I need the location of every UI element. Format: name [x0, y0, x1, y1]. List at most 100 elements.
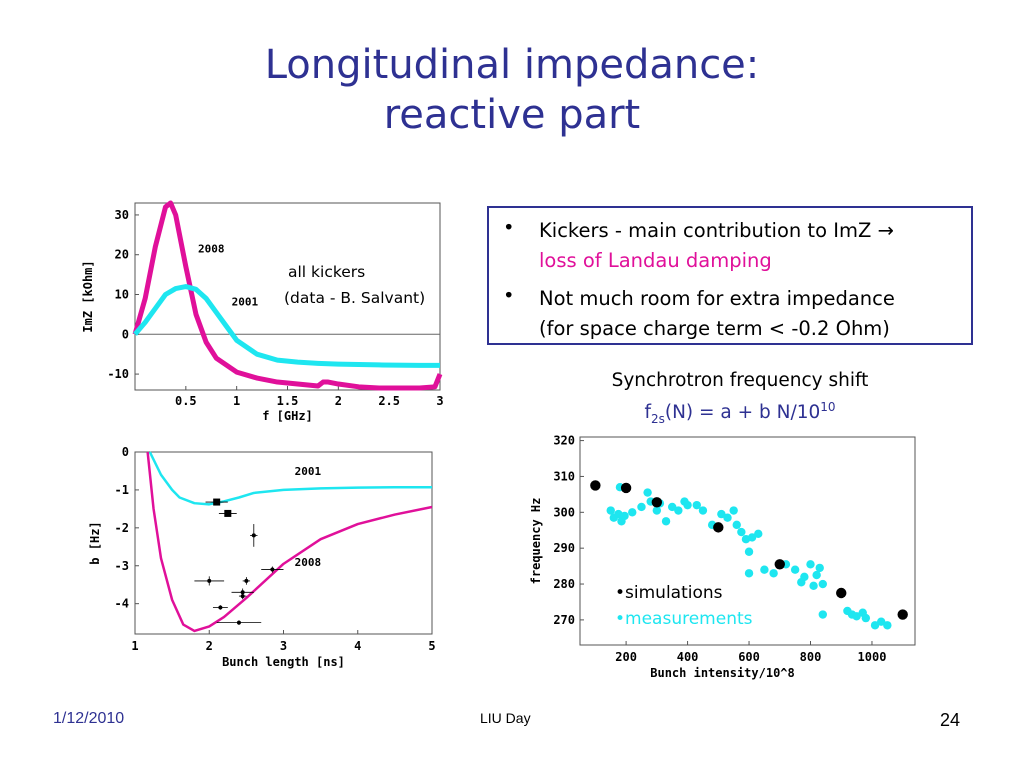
chart1-xlabel: f [GHz] — [262, 409, 313, 423]
bullet-1-line-a: Kickers - main contribution to ImZ → — [539, 219, 894, 242]
chart1-xtick-label: 3 — [436, 394, 443, 408]
formula-sup: 10 — [820, 400, 836, 414]
chart1-annotation-line1: all kickers — [288, 263, 366, 281]
bullet-box: • Kickers - main contribution to ImZ → l… — [487, 206, 973, 345]
chart2-point-marker — [240, 594, 245, 599]
synch-line-1: Synchrotron frequency shift — [611, 370, 869, 391]
chart2-measurement-point — [194, 576, 225, 586]
chart1-ytick-label: -10 — [107, 367, 129, 381]
chart3-measurement-point — [815, 563, 824, 573]
chart3-measurement-point — [661, 517, 671, 526]
chart3-measurement-point — [760, 565, 769, 574]
chart3-simulation-point — [651, 497, 663, 508]
chart3-simulation-point — [590, 480, 601, 491]
chart3-measurement-point — [870, 621, 880, 630]
chart3-simulation-point — [620, 482, 632, 494]
chart2-measurement-point — [218, 509, 237, 517]
bullet-2-line-a: Not much room for extra impedance — [539, 287, 895, 310]
chart3-measurement-point — [790, 565, 800, 574]
synch-formula: f2s(N) = a + b N/1010 — [540, 394, 940, 432]
chart3-xtick-label: 1000 — [858, 650, 887, 664]
footer-page-number: 24 — [940, 710, 961, 730]
chart1-annotation-line2: (data - B. Salvant) — [284, 289, 426, 307]
chart2-series-label-2001: 2001 — [295, 465, 322, 478]
chart3-frame — [579, 436, 916, 646]
chart3-measurement-point — [683, 500, 692, 510]
chart2-measurement-point — [242, 577, 251, 585]
chart3-xtick-label: 400 — [677, 650, 699, 664]
chart3-ytick-label: 280 — [553, 577, 575, 591]
chart3-measurement-point — [852, 612, 861, 621]
chart1-ytick-label: 20 — [115, 248, 129, 262]
chart2-point-marker — [224, 509, 232, 517]
chart2-series-2001 — [148, 451, 432, 506]
chart1-ytick-label: 0 — [122, 327, 129, 341]
chart2-point-marker — [236, 620, 241, 625]
title-line-1: Longitudinal impedance: — [264, 42, 760, 88]
chart3-measurement-point — [809, 581, 818, 591]
chart2-xtick-label: 3 — [280, 639, 287, 653]
chart3-ytick-label: 300 — [553, 505, 575, 519]
chart3-xtick-label: 200 — [615, 650, 637, 664]
chart3-xlabel: Bunch intensity/10^8 — [650, 666, 795, 680]
chart1-ylabel: ImZ [kOhm] — [81, 260, 95, 332]
chart3-xtick-label: 600 — [738, 650, 760, 664]
chart2-xtick-label: 2 — [206, 639, 213, 653]
chart2-measurement-point — [205, 498, 228, 506]
chart3-measurement-point — [732, 520, 741, 530]
footer-center: LIU Day — [480, 710, 531, 726]
chart3-ytick-label: 270 — [553, 613, 575, 627]
chart2-frame — [134, 451, 433, 635]
chart3-measurement-point — [698, 506, 708, 515]
chart3-measurement-point — [692, 500, 701, 510]
chart3-measurement-point — [818, 579, 827, 589]
chart1-ytick-label: 10 — [115, 288, 129, 302]
chart1-xtick-label: 1 — [233, 394, 240, 408]
chart3-simulation-point — [836, 587, 847, 599]
chart3-measurement-point — [674, 506, 683, 515]
formula-sub: 2s — [650, 411, 665, 426]
chart2-xlabel: Bunch length [ns] — [222, 655, 345, 669]
title-line-2: reactive part — [383, 92, 641, 138]
chart3-ylabel: frequency Hz — [529, 498, 543, 585]
chart3-measurement-point — [818, 610, 827, 619]
chart3-measurement-point — [729, 506, 738, 515]
chart3-measurement-point — [769, 569, 778, 578]
chart2-ytick-label: -4 — [115, 597, 129, 611]
impedance-chart: 0.5 1 1.5 2 2.5 3 30 20 10 0 -10 f [GHz] ImZ [kOhm] 2… — [81, 200, 444, 423]
chart2-xtick-label: 1 — [131, 639, 138, 653]
formula-body: (N) = a + b N/10 — [664, 402, 821, 424]
chart2-ytick-label: 0 — [122, 445, 129, 459]
chart2-measurement-point — [261, 566, 284, 573]
chart3-measurement-point — [800, 572, 809, 582]
chart3-measurement-point — [744, 569, 754, 578]
chart3-measurement-point — [747, 533, 757, 542]
chart3-measurement-point — [737, 527, 746, 537]
chart3-measurement-point — [637, 502, 646, 512]
chart2-measurement-point — [250, 524, 258, 547]
chart2-point-marker — [251, 533, 256, 538]
bullet-1-text: Kickers - main contribution to ImZ → los… — [539, 216, 959, 276]
chart3-measurement-point — [806, 560, 815, 569]
footer-date: 1/12/2010 — [53, 710, 125, 727]
chart3-measurement-point — [723, 513, 732, 522]
chart3-legend: •simulations •measurements — [615, 580, 753, 632]
chart2-ytick-label: -2 — [115, 521, 129, 535]
chart2-point-marker — [244, 578, 249, 583]
bullet-2-line-b: (for space charge term < -0.2 Ohm) — [539, 317, 890, 340]
chart2-ylabel: b [Hz] — [88, 521, 102, 564]
bullet-1-line-b: loss of Landau damping — [539, 249, 772, 272]
chart2-measurement-point — [238, 593, 247, 600]
chart2-ytick-label: -1 — [115, 483, 129, 497]
chart2-ytick-label: -3 — [115, 559, 129, 573]
bullet-dot: • — [503, 216, 515, 239]
chart3-xtick-label: 800 — [800, 650, 822, 664]
slide-title: Longitudinal impedance: reactive part — [0, 40, 1024, 140]
chart3-ytick-label: 310 — [553, 469, 575, 483]
chart3-measurement-point — [876, 617, 886, 626]
chart1-xtick-label: 0.5 — [175, 394, 197, 408]
chart1-xtick-label: 1.5 — [277, 394, 299, 408]
bullet-dot: • — [503, 284, 515, 307]
chart3-measurement-point — [883, 621, 892, 630]
